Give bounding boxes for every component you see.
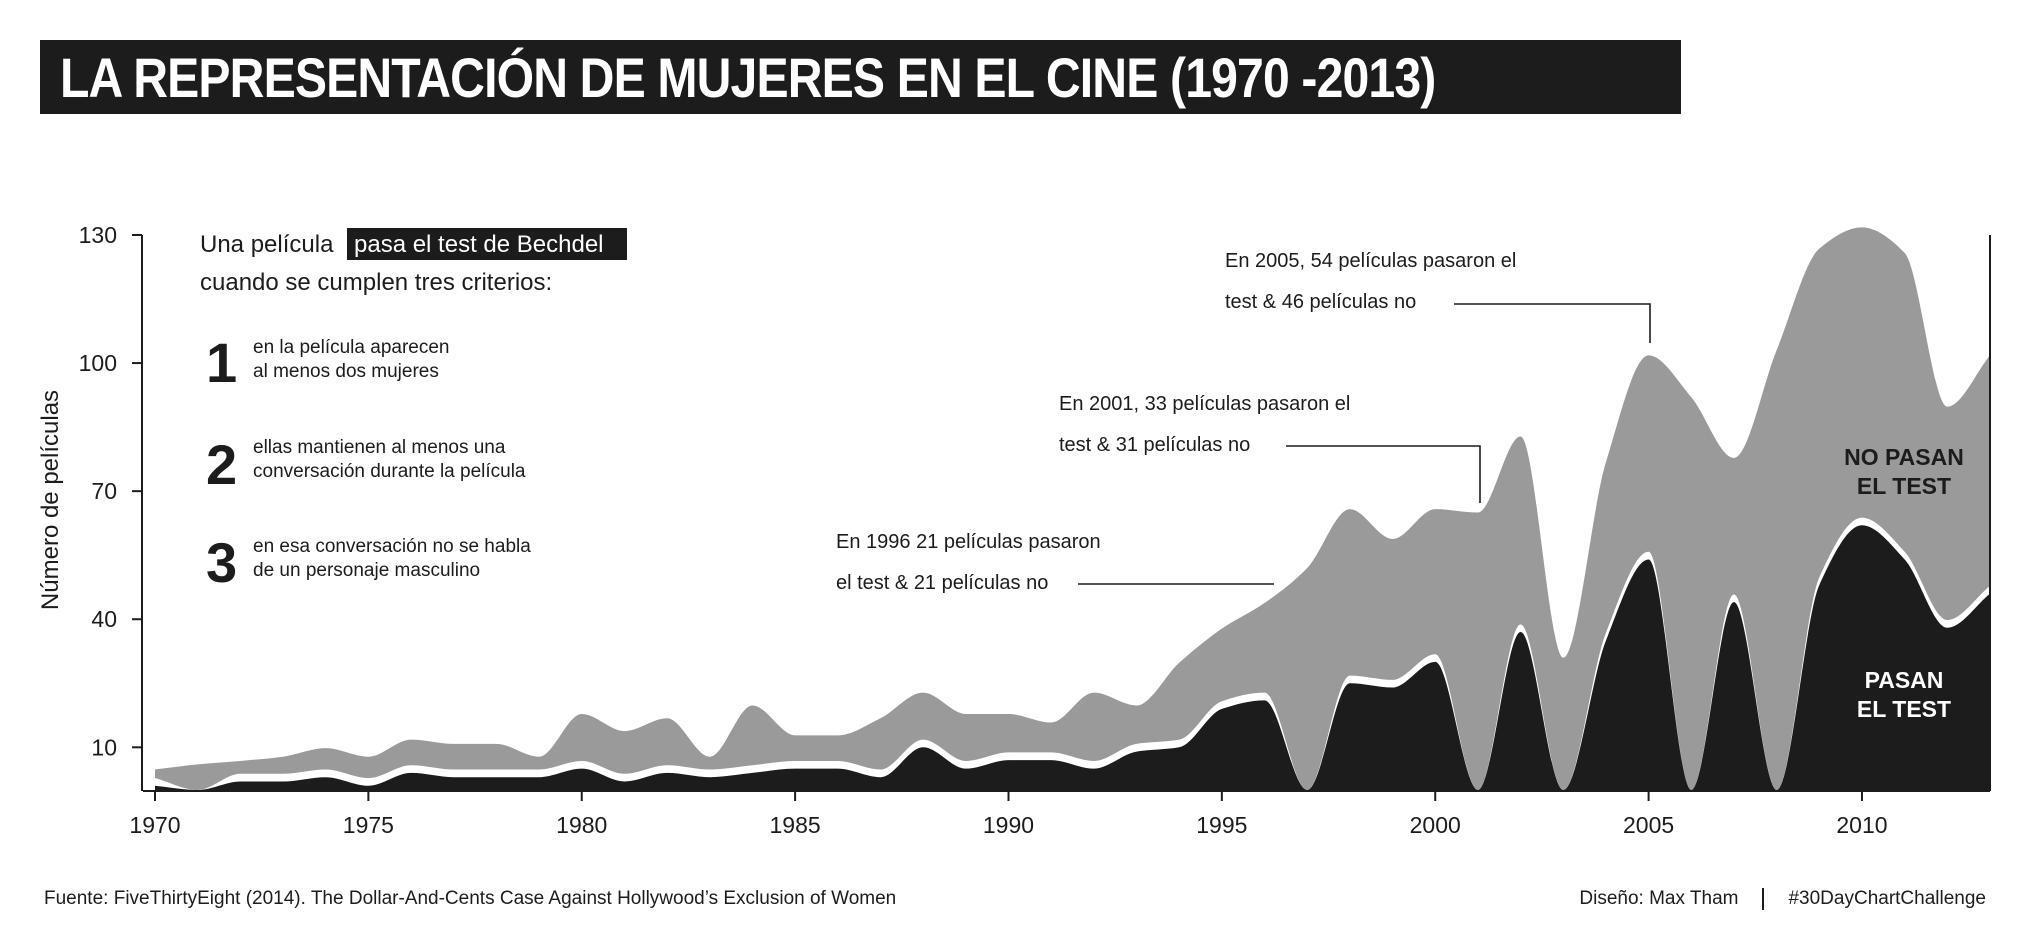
criteria-list: 1 en la película aparecen al menos dos m… [206,331,531,594]
area-no-pasan [155,227,1990,790]
intro-highlight-box [347,228,627,260]
footer-source: Fuente: FiveThirtyEight (2014). The Doll… [44,888,897,909]
x-tick-label-2000: 2000 [1410,812,1461,838]
criterion-2-number: 2 [206,433,237,496]
criterion-1-line1: en la película aparecen [253,337,449,358]
intro-prefix: Una película [200,231,334,258]
area-pasan [155,525,1990,790]
intro-text: Una película pasa el test de Bechdel cua… [200,228,627,296]
axes: 1970 1975 1980 1985 1990 1995 2000 2005 2010 10 40… [79,222,1991,838]
y-tick-label-100: 100 [79,350,117,376]
x-tick-label-1970: 1970 [129,812,180,838]
criterion-3-line2: de un personaje masculino [253,560,480,581]
pass-label-line1: PASAN [1865,667,1944,693]
annotation-1996-line1: En 1996 21 películas pasaron [836,531,1101,553]
footer-design: Diseño: Max Tham [1579,888,1739,909]
title-box: LA REPRESENTACIÓN DE MUJERES EN EL CINE … [40,40,1682,114]
y-axis-label: Número de películas [37,390,64,610]
area-labels: NO PASAN EL TEST PASAN EL TEST [1844,444,1964,722]
stacked-areas [155,227,1990,790]
x-tick-label-1985: 1985 [770,812,821,838]
footer-hashtag: #30DayChartChallenge [1788,888,1986,909]
criterion-1-number: 1 [206,331,237,394]
criterion-2-line1: ellas mantienen al menos una [253,437,506,458]
y-tick-label-70: 70 [91,478,117,504]
annotations: En 1996 21 películas pasaron el test & 2… [836,250,1651,594]
chart-title: LA REPRESENTACIÓN DE MUJERES EN EL CINE … [60,45,1436,109]
fail-label-line2: EL TEST [1857,473,1951,499]
annotation-2001-line1: En 2001, 33 películas pasaron el [1059,393,1350,415]
x-tick-label-1980: 1980 [556,812,607,838]
pass-label-line2: EL TEST [1857,696,1951,722]
criterion-1-line2: al menos dos mujeres [253,361,439,382]
annotation-2001-leader [1286,445,1481,503]
annotation-2005-leader [1454,303,1651,343]
intro-highlight: pasa el test de Bechdel [354,231,604,258]
y-tick-label-10: 10 [91,734,117,760]
annotation-2005-line1: En 2005, 54 películas pasaron el [1225,250,1516,272]
annotation-1996-line2: el test & 21 películas no [836,572,1048,594]
footer-separator [1762,888,1765,910]
x-tick-label-2005: 2005 [1623,812,1674,838]
fail-label-line1: NO PASAN [1844,444,1964,470]
criterion-3-line1: en esa conversación no se habla [253,536,531,557]
x-tick-label-1990: 1990 [983,812,1034,838]
x-tick-label-2010: 2010 [1836,812,1887,838]
intro-line2: cuando se cumplen tres criterios: [200,269,552,296]
criterion-3-number: 3 [206,531,237,594]
x-tick-label-1975: 1975 [343,812,394,838]
annotation-2001-line2: test & 31 películas no [1059,434,1250,456]
annotation-2005-line2: test & 46 películas no [1225,291,1416,313]
y-tick-label-130: 130 [79,222,117,248]
criterion-2-line2: conversación durante la película [253,461,526,482]
footer-credits: Diseño: Max Tham #30DayChartChallenge [1579,888,1986,910]
x-tick-label-1995: 1995 [1196,812,1247,838]
y-tick-label-40: 40 [91,606,117,632]
